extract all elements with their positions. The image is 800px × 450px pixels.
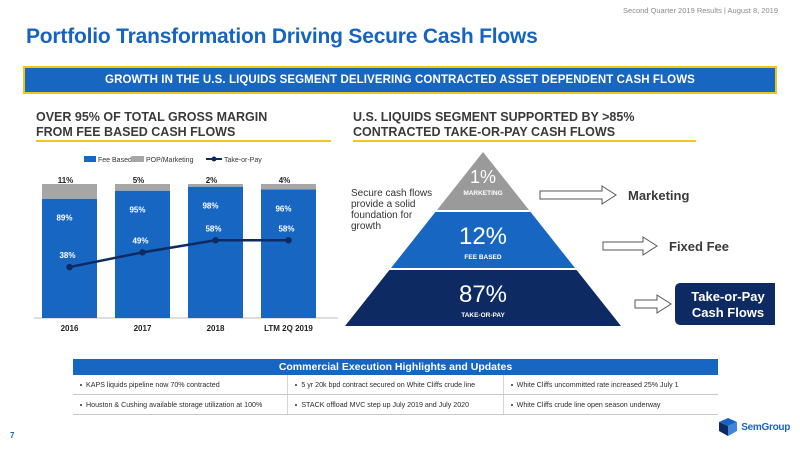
tier-percentage: 1% xyxy=(470,167,496,187)
data-label-take-or-pay: 58% xyxy=(278,224,294,233)
callout-text: Cash Flows xyxy=(692,305,764,320)
legend-label: Take-or-Pay xyxy=(224,157,262,164)
bar-fee-based xyxy=(261,189,316,318)
pyramid-tier-marketing xyxy=(437,152,529,210)
highlight-item: White Cliffs uncommitted rate increased … xyxy=(504,375,718,394)
pyramid-tier-take-or-pay xyxy=(345,270,621,326)
legend-swatch xyxy=(132,156,144,162)
highlight-item: 5 yr 20k bpd contract secured on White C… xyxy=(288,375,504,394)
right-arrow-icon xyxy=(602,236,658,256)
bullet-icon xyxy=(80,383,82,386)
data-label-pop: 11% xyxy=(58,176,74,185)
bar-pop-marketing xyxy=(42,184,97,199)
take-or-pay-point xyxy=(285,237,292,244)
pyramid-note-line: provide a solid xyxy=(351,199,415,210)
legend-swatch xyxy=(84,156,96,162)
highlight-text: STACK offload MVC step up July 2019 and … xyxy=(301,400,470,409)
left-heading-line-1: OVER 95% OF TOTAL GROSS MARGIN xyxy=(36,110,268,124)
gross-margin-chart: Fee Based POP/Marketing Take-or-Pay 11% 89% 2… xyxy=(34,156,338,333)
pyramid-note-line: Secure cash flows xyxy=(351,188,432,199)
bullet-icon xyxy=(295,383,298,386)
category-label: 2016 xyxy=(61,324,79,333)
callout-text: Take-or-Pay xyxy=(691,289,765,304)
page-number: 7 xyxy=(10,431,15,440)
data-label-fee: 95% xyxy=(129,206,145,215)
left-heading-underline xyxy=(36,140,331,142)
bar-pop-marketing xyxy=(261,184,316,190)
right-heading-underline xyxy=(353,140,696,142)
data-label-fee: 96% xyxy=(275,204,291,213)
bar-pop-marketing xyxy=(115,184,170,191)
data-label-pop: 4% xyxy=(279,176,291,185)
highlight-item: White Cliffs crude line open season unde… xyxy=(504,395,718,414)
bullet-icon xyxy=(80,403,82,406)
pyramid-tier-fee-based xyxy=(391,212,575,268)
right-heading-line-1: U.S. LIQUIDS SEGMENT SUPPORTED BY >85% xyxy=(353,110,635,124)
company-logo: SemGroup xyxy=(717,418,790,436)
highlight-item: KAPS liquids pipeline now 70% contracted xyxy=(73,375,289,394)
left-section-heading: OVER 95% OF TOTAL GROSS MARGIN FROM FEE … xyxy=(36,110,336,140)
tier-percentage: 12% xyxy=(459,223,507,250)
highlight-text: White Cliffs crude line open season unde… xyxy=(516,400,661,409)
headline-banner: GROWTH IN THE U.S. LIQUIDS SEGMENT DELIV… xyxy=(23,66,777,94)
bar-pop-marketing xyxy=(188,184,243,187)
bar-fee-based xyxy=(42,198,97,318)
data-label-take-or-pay: 58% xyxy=(205,224,221,233)
take-or-pay-point xyxy=(66,263,73,271)
legend-marker xyxy=(211,156,217,162)
data-label-pop: 5% xyxy=(133,176,145,185)
legend-label: POP/Marketing xyxy=(146,157,194,164)
pyramid-note-line: growth xyxy=(351,221,381,232)
bullet-icon xyxy=(510,383,513,386)
highlight-text: Houston & Cushing available storage util… xyxy=(86,400,263,409)
category-label: 2017 xyxy=(134,324,152,333)
semgroup-logo-icon xyxy=(719,418,738,436)
bullet-icon xyxy=(510,403,513,406)
pyramid-note-line: foundation for xyxy=(351,210,413,221)
right-arrow-icon xyxy=(634,294,672,314)
right-heading-line-2: CONTRACTED TAKE-OR-PAY CASH FLOWS xyxy=(353,125,616,139)
category-label: LTM 2Q 2019 xyxy=(264,324,313,333)
data-label-take-or-pay: 38% xyxy=(59,251,75,260)
cash-flow-pyramid: 1% MARKETING Marketing 12% FEE BASED Fixed Fe… xyxy=(345,152,775,326)
data-label-pop: 2% xyxy=(206,176,218,185)
tier-arrow-label: Fixed Fee xyxy=(669,239,729,254)
highlights-table: Commercial Execution Highlights and Upda… xyxy=(73,359,718,415)
tier-percentage: 87% xyxy=(459,281,507,308)
report-date-note: Second Quarter 2019 Results | August 8, … xyxy=(623,6,778,15)
legend-label: Fee Based xyxy=(98,157,132,164)
take-or-pay-point xyxy=(139,249,146,256)
left-heading-line-2: FROM FEE BASED CASH FLOWS xyxy=(36,125,236,139)
bar-fee-based xyxy=(188,186,243,318)
highlight-item: Houston & Cushing available storage util… xyxy=(73,395,289,414)
highlight-text: White Cliffs uncommitted rate increased … xyxy=(516,380,679,389)
chart-legend: Fee Based POP/Marketing Take-or-Pay xyxy=(84,156,262,164)
bullet-icon xyxy=(295,403,298,406)
highlight-item: STACK offload MVC step up July 2019 and … xyxy=(288,395,504,414)
logo-wordmark: SemGroup xyxy=(741,421,790,433)
tier-label: TAKE-OR-PAY xyxy=(461,312,505,319)
data-label-take-or-pay: 49% xyxy=(132,236,148,245)
right-section-heading: U.S. LIQUIDS SEGMENT SUPPORTED BY >85% C… xyxy=(353,110,713,140)
category-label: 2018 xyxy=(207,324,225,333)
take-or-pay-callout xyxy=(675,283,775,325)
highlight-text: KAPS liquids pipeline now 70% contracted xyxy=(86,380,220,389)
highlights-title: Commercial Execution Highlights and Upda… xyxy=(73,359,718,375)
take-or-pay-point xyxy=(212,237,219,244)
highlights-row: Houston & Cushing available storage util… xyxy=(73,395,718,415)
page-title: Portfolio Transformation Driving Secure … xyxy=(26,25,538,48)
take-or-pay-line xyxy=(69,239,289,269)
right-arrow-icon xyxy=(539,185,617,205)
data-label-fee: 89% xyxy=(56,214,72,223)
tier-label: FEE BASED xyxy=(464,254,502,261)
highlight-text: 5 yr 20k bpd contract secured on White C… xyxy=(301,380,476,389)
tier-label: MARKETING xyxy=(463,190,502,197)
tier-arrow-label: Marketing xyxy=(628,188,689,203)
highlights-row: KAPS liquids pipeline now 70% contracted… xyxy=(73,375,718,395)
data-label-fee: 98% xyxy=(202,202,218,211)
